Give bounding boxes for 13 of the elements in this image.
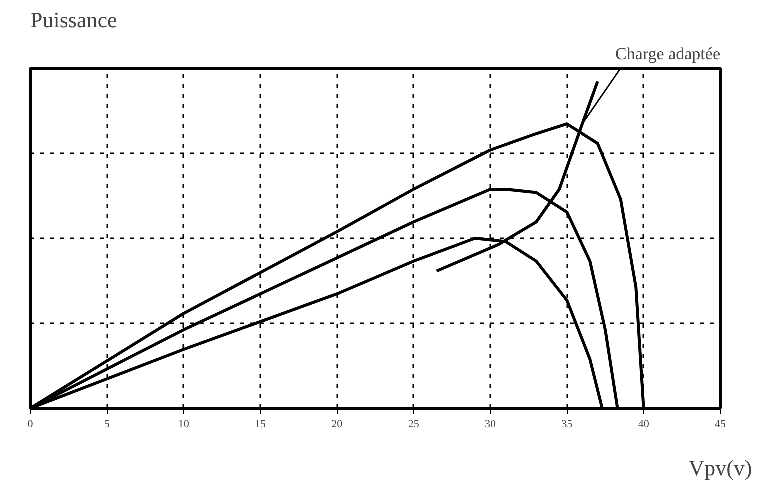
x-tick-label: 35 — [562, 418, 574, 430]
x-tick-label: 15 — [255, 418, 266, 430]
x-tick-label: 25 — [408, 418, 420, 430]
x-tick-label: 20 — [332, 418, 344, 430]
x-tick-label: 40 — [638, 418, 650, 430]
x-axis-title: Vpv(v) — [688, 456, 752, 480]
x-tick-label: 45 — [715, 418, 726, 430]
x-tick-label: 10 — [178, 418, 190, 430]
x-tick-label: 0 — [28, 418, 34, 430]
annotation: Charge adaptée — [616, 44, 721, 64]
x-tick-label: 30 — [485, 418, 496, 430]
x-tick-label: 5 — [104, 418, 110, 430]
y-axis-title: Puissance — [30, 8, 118, 32]
